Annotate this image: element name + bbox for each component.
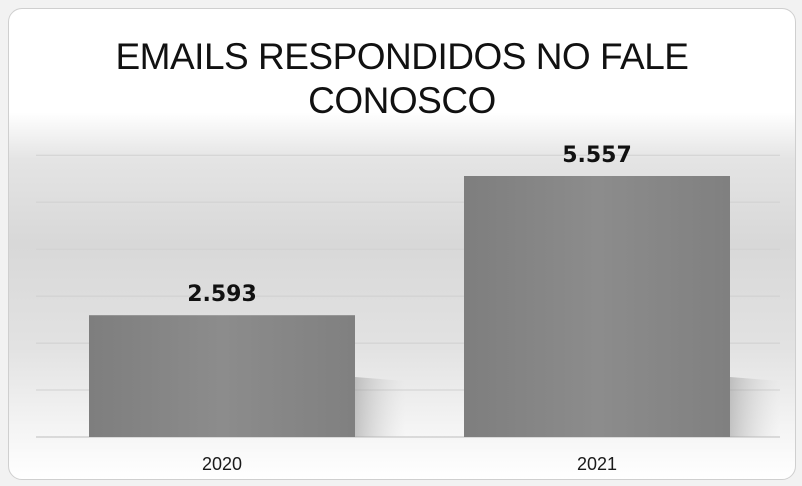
- chart-title: EMAILS RESPONDIDOS NO FALE CONOSCO: [9, 35, 795, 123]
- data-labels: 2.593 5.557: [187, 143, 632, 307]
- bar-shadows: [355, 377, 780, 437]
- chart-title-line-2: CONOSCO: [308, 80, 496, 121]
- chart-title-line-1: EMAILS RESPONDIDOS NO FALE: [115, 36, 689, 77]
- x-tick-label-2021: 2021: [577, 454, 617, 474]
- bars: [89, 176, 730, 437]
- data-label-2020: 2.593: [187, 282, 257, 307]
- bar-2021: [464, 176, 730, 437]
- bar-2020: [89, 315, 355, 437]
- x-tick-labels: 2020 2021: [202, 454, 617, 474]
- bar-shadow-2021: [730, 377, 780, 437]
- data-label-2021: 5.557: [562, 143, 632, 168]
- x-tick-label-2020: 2020: [202, 454, 242, 474]
- bar-shadow-2020: [355, 377, 405, 437]
